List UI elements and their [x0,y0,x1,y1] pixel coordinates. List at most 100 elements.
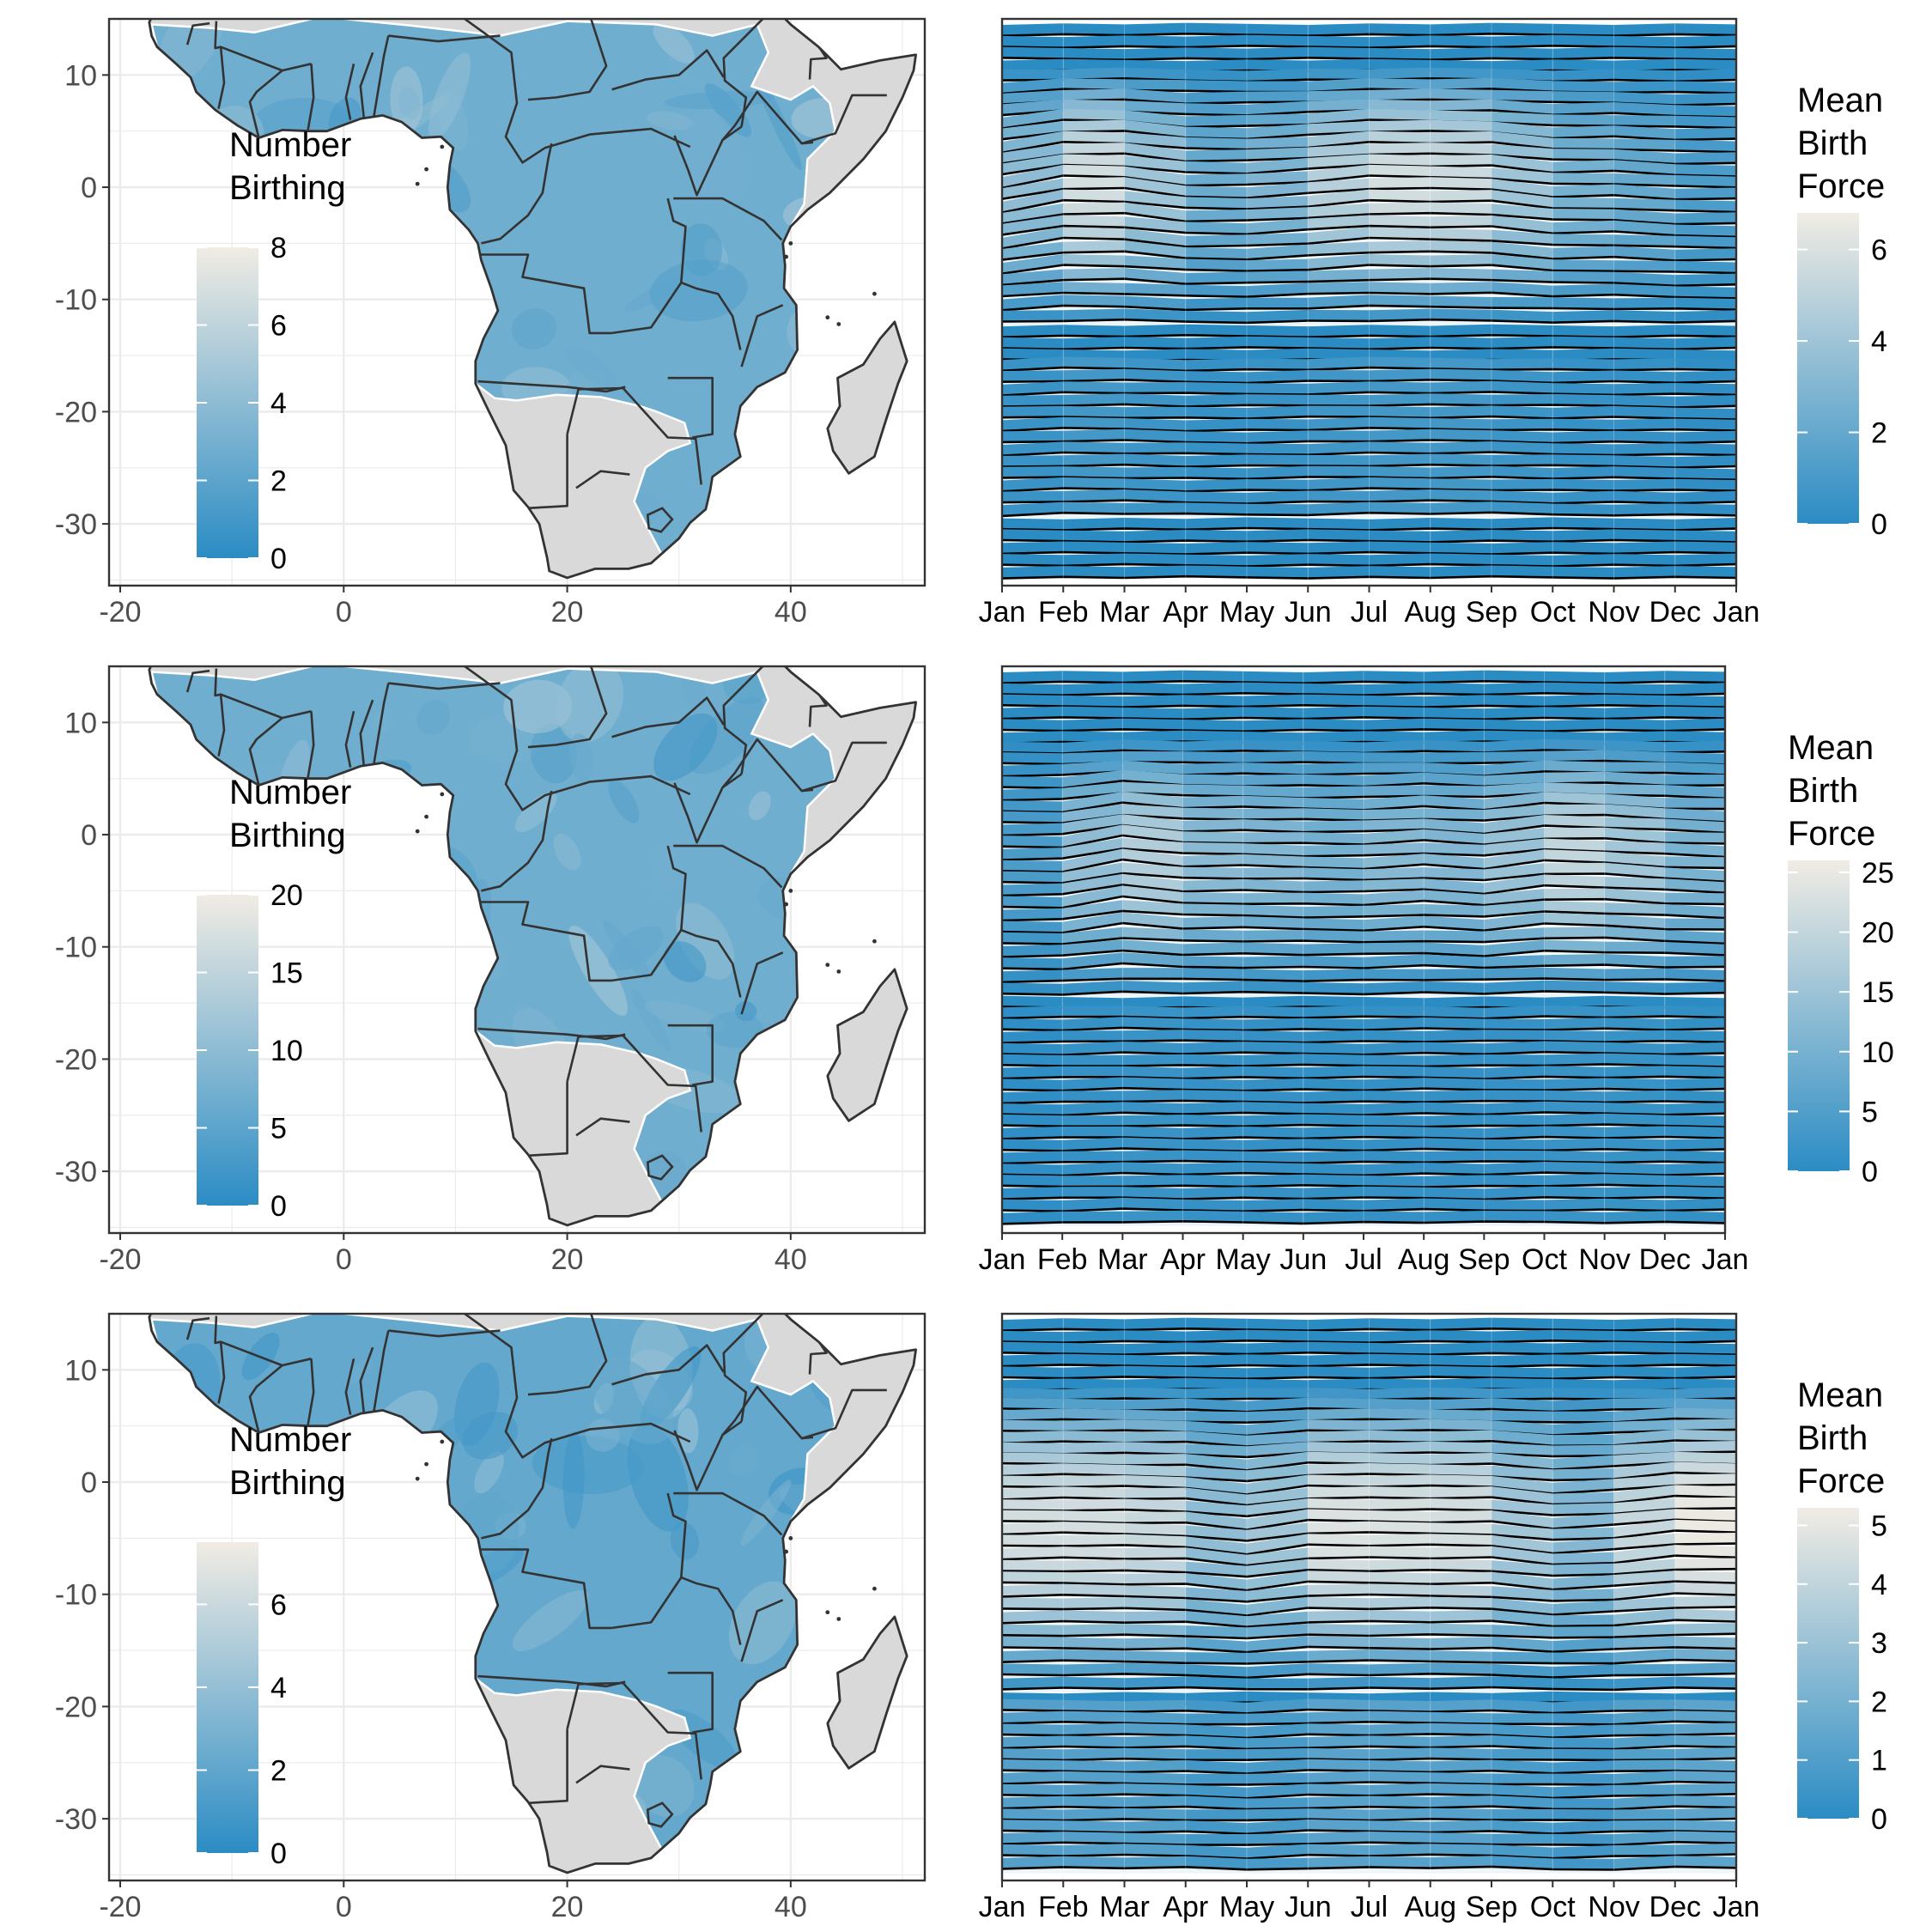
x-axis-tick-label: 40 [775,1891,807,1923]
ridge-area-segment [1308,541,1370,555]
madagascar [826,320,908,475]
ridge-area-segment [1124,35,1186,48]
ridge-line [1002,1805,1736,1811]
ridge-area-segment [1424,670,1485,683]
ridge-area-segment [1247,554,1309,567]
ridge-area-segment [1552,1354,1614,1367]
island-dot [962,884,966,889]
legend-tick-label: 10 [270,1035,303,1067]
surface-patch [428,52,471,141]
ridge-area-segment [1002,995,1063,1009]
ridge-area-segment [1063,518,1125,531]
month-tick-label: Jul [1351,596,1388,629]
ridge-area-segment [1002,325,1064,337]
country-border [248,710,312,786]
ridge-area-segment [1552,1329,1614,1343]
ridge-area-segment [1424,695,1485,708]
legend-title: Birthing [229,1464,346,1502]
ridge-area-segment [1674,1365,1736,1379]
country-border [722,1314,765,1422]
ridge-area-segment [1544,719,1605,732]
country-border [611,1576,742,1645]
country-border [344,64,355,120]
ridge-area-segment [1674,541,1736,555]
ridge-line [1002,550,1736,556]
ridge-area-segment [1613,35,1675,48]
island-dot [836,1617,841,1621]
ridge-line [1002,562,1736,568]
ridge-line [1002,346,1736,351]
lesotho-border [646,1154,674,1181]
ridge-area-segment [1430,553,1492,567]
ridge-area-segment [1674,47,1736,60]
ridge-area-segment [1552,1366,1614,1379]
y-axis-tick-label: 10 [64,707,97,739]
ridge-area-segment [1002,1353,1064,1367]
country-border [575,1117,630,1137]
ridge-area-segment [1002,683,1063,696]
ridge-area-segment [1552,59,1614,72]
ridge-line [1002,872,1725,884]
island-dot [440,792,445,797]
ridge-area-segment [1674,530,1736,543]
ridge-line [1002,1757,1736,1762]
ridge-area-segment [1063,47,1125,60]
surface-patch [649,259,748,322]
country-border [307,64,315,131]
island-dot [74,17,78,21]
island-dot [415,1476,420,1481]
legend-tick-label: 3 [1871,1627,1887,1660]
ridge-area-segment [1308,325,1370,337]
ridge-area-segment [1552,1341,1614,1355]
ridge-area-segment [1484,670,1545,683]
ridgeline-panel-2: Jan Feb Mar Apr May Jun Jul Aug Sep Oct Nov Dec Jan M… [979,665,1894,1276]
ridge-area-segment [1430,530,1492,543]
ridge-area-segment [1544,682,1605,696]
ridge-area-segment [1002,706,1063,720]
ridge-area-segment [1544,995,1605,1009]
ridge-area-segment [1492,22,1553,36]
ridge-line [1002,277,1736,288]
legend-tick-label: 6 [270,310,287,343]
ridge-area-segment [1002,35,1064,48]
ridge-area-segment [1664,683,1725,696]
country-border [611,928,742,998]
ridge-area-segment [1544,694,1605,708]
ridge-area-segment [1124,518,1186,531]
month-tick-label: Jul [1351,1891,1388,1923]
ridge-area-segment [1185,1367,1247,1379]
surface-patch [633,1150,688,1203]
ridge-area-segment [1124,22,1186,36]
ridge-area-segment [1604,731,1665,744]
ridge-area-segment [1182,695,1243,708]
legend-tick-label: 6 [1871,234,1887,267]
ridge-area-segment [1674,566,1736,579]
legend-title: Mean [1797,82,1883,119]
country-border [722,19,765,127]
month-tick-label: Nov [1588,596,1639,629]
ridge-line [1002,1769,1736,1775]
island-dot [440,1439,445,1444]
ridge-area-segment [1303,995,1364,1009]
ridge-area-segment [1063,1353,1125,1367]
ridge-area-segment [1492,59,1553,72]
ridge-area-segment [1664,695,1725,708]
country-border [373,683,390,764]
ridge-line [1002,1111,1725,1117]
surface-patch [728,1445,759,1477]
ridge-area-segment [1492,1317,1553,1331]
ridge-area-segment [1369,1378,1431,1391]
surface-patch [734,1000,757,1022]
legend-tick-label: 10 [1862,1036,1894,1069]
ridge-area-segment [1062,695,1123,708]
ridge-area-segment [1369,337,1431,349]
ridge-area-segment [1063,1330,1125,1343]
surface-patch [665,90,775,110]
map-panel-frame [107,665,927,1235]
ridge-line [1002,1840,1736,1847]
country-border [667,376,714,439]
ridge-area-segment [1063,35,1125,48]
ridge-area-segment [1613,1341,1675,1355]
country-border [388,682,501,690]
country-border [480,253,612,335]
